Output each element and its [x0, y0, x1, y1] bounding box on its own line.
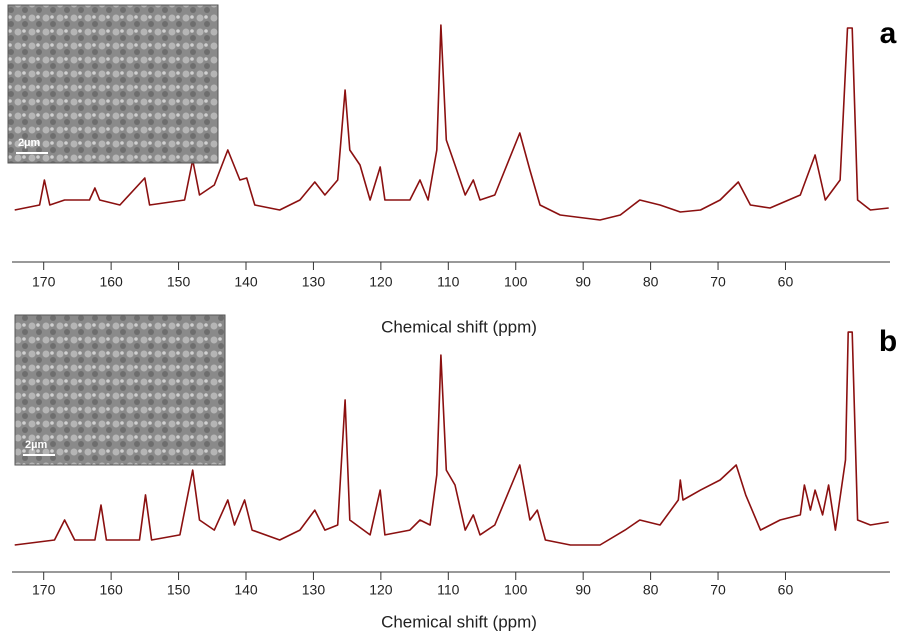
x-tick-label: 160 [99, 274, 123, 290]
x-tick-label: 110 [437, 274, 460, 290]
x-tick-label: 140 [234, 582, 258, 598]
panel-letter: b [879, 325, 897, 358]
x-tick-label: 90 [575, 274, 591, 290]
x-tick-label: 100 [504, 274, 528, 290]
x-tick-label: 160 [99, 582, 123, 598]
sem-inset [14, 314, 226, 466]
x-tick-label: 70 [710, 582, 726, 598]
x-tick-label: 150 [167, 582, 191, 598]
x-tick-label: 60 [778, 274, 794, 290]
x-tick-label: 170 [32, 274, 56, 290]
x-axis-title: Chemical shift (ppm) [381, 612, 537, 631]
x-tick-label: 170 [32, 582, 56, 598]
x-tick-label: 110 [437, 582, 460, 598]
sem-inset [7, 4, 219, 164]
x-tick-label: 140 [234, 274, 258, 290]
x-tick-label: 130 [302, 582, 326, 598]
x-tick-label: 120 [369, 274, 393, 290]
x-tick-label: 60 [778, 582, 794, 598]
panel-letter: a [880, 17, 897, 50]
x-axis-title: Chemical shift (ppm) [381, 317, 537, 336]
inset-scale: 2µm [18, 137, 40, 149]
spectrum-line [14, 331, 889, 546]
spectrum-line [14, 24, 889, 221]
x-tick-label: 80 [643, 582, 659, 598]
x-tick-label: 70 [710, 274, 726, 290]
inset-scale: 2µm [25, 439, 47, 451]
x-tick-label: 100 [504, 582, 528, 598]
x-tick-label: 80 [643, 274, 659, 290]
x-tick-label: 120 [369, 582, 393, 598]
x-tick-label: 150 [167, 274, 191, 290]
x-tick-label: 130 [302, 274, 326, 290]
x-tick-label: 90 [575, 582, 591, 598]
